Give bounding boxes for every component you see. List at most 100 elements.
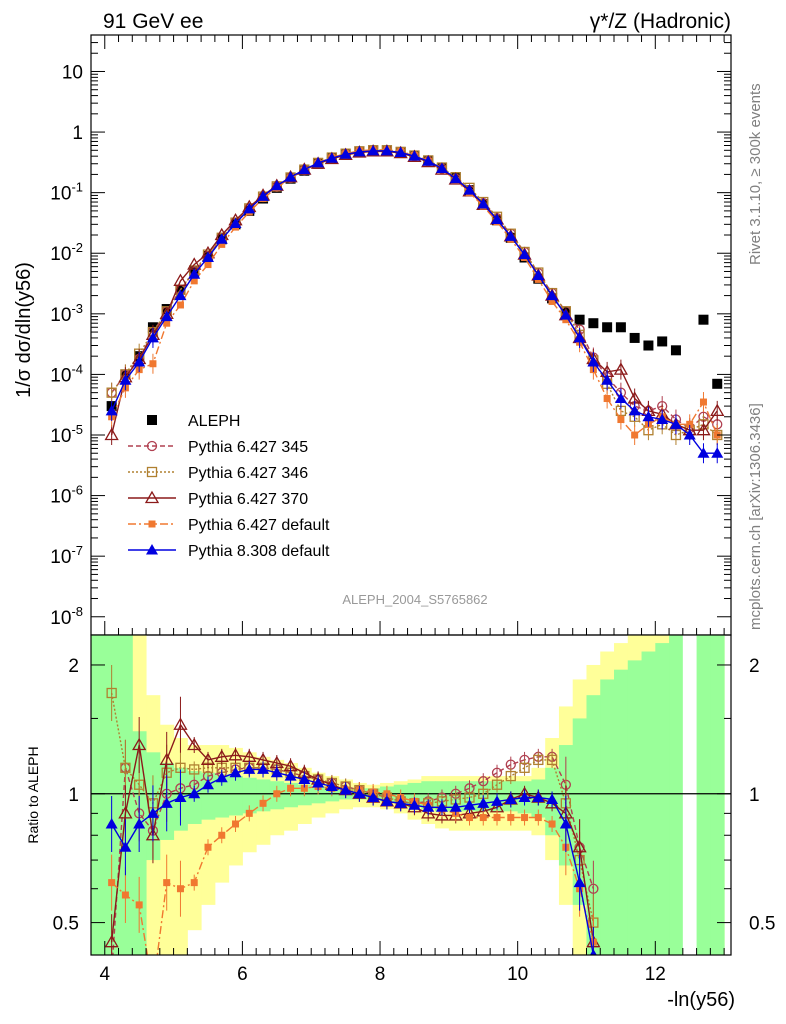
ratio-point: [149, 985, 156, 992]
ratio-point: [108, 879, 116, 887]
series-line: [110, 149, 718, 436]
legend-label: Pythia 6.427 370: [188, 491, 308, 508]
ratio-point: [449, 801, 462, 812]
data-point: [243, 202, 256, 214]
ratio-point: [106, 687, 117, 699]
data-point: [518, 248, 531, 260]
ratio-point: [504, 793, 517, 804]
ratio-point: [479, 814, 487, 822]
ratio-point: [287, 784, 295, 792]
data-point: [188, 268, 201, 279]
series-pythia-6-427-370: [104, 144, 725, 445]
band-bin: [228, 776, 243, 816]
x-tick-label: 8: [375, 964, 386, 985]
ratio-point: [218, 831, 226, 839]
ratio-point: [270, 766, 283, 778]
ratio-plot-area: [91, 635, 731, 992]
data-point: [367, 144, 380, 156]
y-tick-label: 1: [72, 123, 83, 144]
ratio-point: [421, 806, 436, 819]
data-point: [629, 332, 640, 343]
ratio-point: [463, 799, 476, 810]
series-pythia-6-427-default: [108, 146, 721, 445]
data-point: [133, 356, 146, 367]
ratio-point: [521, 814, 529, 822]
data-point: [712, 378, 723, 389]
ratio-point: [273, 790, 281, 798]
band-bin: [214, 774, 230, 818]
ratio-series-pythia-8-308-default: [105, 761, 597, 955]
ratio-point: [380, 795, 393, 806]
ratio-point: [491, 779, 503, 790]
data-point: [574, 314, 585, 325]
legend-label: Pythia 6.427 default: [188, 517, 330, 534]
rivet-label: Rivet 3.1.10, ≥ 300k events: [747, 83, 764, 265]
series-line: [111, 150, 718, 429]
series-pythia-8-308-default: [105, 144, 724, 464]
series-line: [110, 150, 718, 436]
ratio-point: [507, 814, 515, 822]
data-point: [504, 230, 517, 241]
data-point: [686, 420, 694, 428]
data-point: [174, 289, 187, 301]
ratio-point: [519, 762, 530, 773]
ratio-point: [559, 817, 572, 829]
data-point: [669, 418, 682, 429]
ratio-line: [112, 756, 595, 955]
ratio-point: [493, 814, 501, 822]
data-point: [215, 233, 228, 244]
ratio-point: [518, 791, 531, 803]
ratio-y-tick-label-right: 1: [749, 785, 760, 806]
data-point: [435, 162, 448, 174]
process-label: γ*/Z (Hadronic): [590, 10, 731, 33]
ratio-point: [548, 820, 556, 828]
ratio-point: [135, 901, 143, 909]
data-point: [380, 144, 393, 156]
data-point: [353, 145, 366, 157]
legend-label: ALEPH: [188, 413, 240, 430]
y-tick-label: 10-3: [50, 301, 83, 326]
ratio-point: [189, 764, 200, 775]
data-point: [683, 429, 696, 440]
data-point: [602, 322, 613, 333]
series-pythia-6-427-346: [106, 145, 723, 445]
data-point: [491, 213, 504, 225]
ratio-point: [201, 778, 214, 790]
ratio-point: [300, 784, 308, 792]
legend-item: Pythia 6.427 default: [128, 517, 330, 534]
band-gap: [682, 635, 697, 955]
ratio-point: [229, 766, 242, 778]
data-point: [559, 309, 572, 320]
band-bin: [242, 777, 257, 814]
y-tick-label: 10-1: [50, 180, 83, 205]
ratio-point: [534, 814, 542, 822]
data-point: [697, 447, 710, 458]
main-y-axis-label: 1/σ dσ/dln(y56): [13, 262, 35, 398]
data-point: [312, 156, 325, 168]
data-point: [339, 148, 352, 159]
ratio-point: [245, 809, 253, 817]
ratio-point: [214, 749, 229, 762]
x-tick-label: 6: [237, 964, 248, 985]
main-plot-area: [104, 144, 725, 464]
y-tick-label: 10-5: [50, 422, 83, 447]
data-point: [657, 336, 668, 347]
data-point: [284, 171, 297, 182]
ratio-point: [478, 776, 489, 787]
ratio-point: [215, 771, 228, 783]
band-bin: [614, 669, 629, 955]
ratio-point: [190, 879, 198, 887]
data-point: [631, 431, 639, 439]
ratio-point: [119, 841, 132, 852]
energy-label: 91 GeV ee: [103, 10, 203, 33]
legend-label: Pythia 6.427 345: [188, 439, 308, 456]
ratio-point: [339, 784, 352, 795]
band-bin: [627, 660, 643, 955]
data-point: [613, 362, 629, 375]
data-point: [643, 340, 654, 351]
data-point: [532, 269, 545, 280]
data-point: [173, 273, 188, 287]
legend-marker: [148, 520, 156, 528]
legend-marker: [146, 544, 158, 555]
